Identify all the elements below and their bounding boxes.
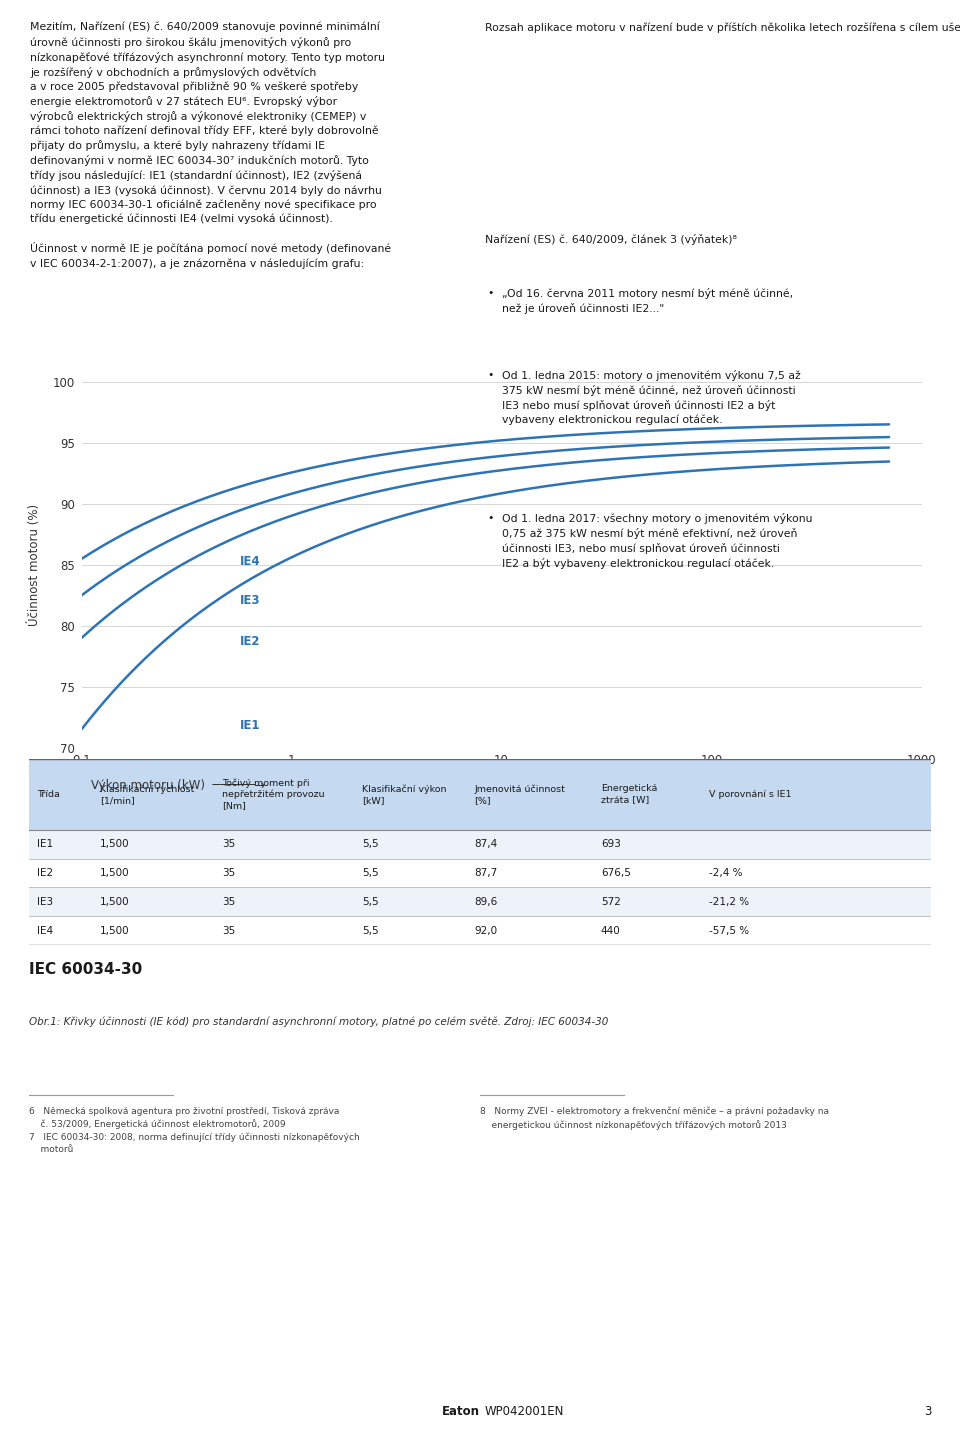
Text: 3: 3 — [924, 1405, 931, 1418]
Text: IE1: IE1 — [36, 839, 53, 849]
Text: IEC 60034-30: IEC 60034-30 — [29, 962, 142, 977]
Text: Obr.1: Křivky účinnosti (IE kód) pro standardní asynchronní motory, platné po ce: Obr.1: Křivky účinnosti (IE kód) pro sta… — [29, 1017, 609, 1027]
Text: Točivý moment při
nepřetržitém provozu
[Nm]: Točivý moment při nepřetržitém provozu [… — [222, 778, 324, 811]
Text: •: • — [488, 513, 494, 523]
Text: Od 1. ledna 2017: všechny motory o jmenovitém výkonu
0,75 až 375 kW nesmí být mé: Od 1. ledna 2017: všechny motory o jmeno… — [502, 513, 812, 570]
Text: 35: 35 — [222, 925, 235, 935]
Bar — [29, 759, 931, 829]
Text: -2,4 %: -2,4 % — [709, 868, 743, 878]
Text: IE2: IE2 — [36, 868, 53, 878]
Text: Energetická
ztráta [W]: Energetická ztráta [W] — [601, 785, 658, 805]
Text: 572: 572 — [601, 896, 621, 906]
Text: 5,5: 5,5 — [362, 839, 378, 849]
Text: 5,5: 5,5 — [362, 868, 378, 878]
Text: IE4: IE4 — [240, 554, 261, 567]
Text: 92,0: 92,0 — [474, 925, 497, 935]
Text: „Od 16. června 2011 motory nesmí být méně účinné,
než je úroveň účinnosti IE2...: „Od 16. června 2011 motory nesmí být mén… — [502, 288, 793, 315]
Text: IE1: IE1 — [240, 719, 261, 732]
Text: 693: 693 — [601, 839, 621, 849]
Text: IE3: IE3 — [240, 594, 261, 607]
Text: -21,2 %: -21,2 % — [709, 896, 750, 906]
Text: 8   Normy ZVEI - elektromotory a frekvenční měniče – a právní požadavky na
    e: 8 Normy ZVEI - elektromotory a frekvenčn… — [480, 1107, 829, 1130]
Text: Výkon motoru (kW)  ──────→: Výkon motoru (kW) ──────→ — [91, 779, 265, 792]
Text: Jmenovitá účinnost
[%]: Jmenovitá účinnost [%] — [474, 785, 565, 805]
Bar — [29, 859, 931, 888]
Text: 35: 35 — [222, 839, 235, 849]
Text: Mezitím, Nařízení (ES) č. 640/2009 stanovuje povinné minimální
úrovně účinnosti : Mezitím, Nařízení (ES) č. 640/2009 stano… — [30, 21, 391, 269]
Text: IE3: IE3 — [36, 896, 53, 906]
Text: 5,5: 5,5 — [362, 925, 378, 935]
Text: WP042001EN: WP042001EN — [485, 1405, 564, 1418]
Text: 35: 35 — [222, 868, 235, 878]
Text: 1,500: 1,500 — [100, 839, 130, 849]
Text: 5,5: 5,5 — [362, 896, 378, 906]
Text: Rozsah aplikace motoru v nařízení bude v příštích několika letech rozšířena s cí: Rozsah aplikace motoru v nařízení bude v… — [485, 21, 960, 33]
Text: 6   Německá spolková agentura pro životní prostředí, Tisková zpráva
    č. 53/20: 6 Německá spolková agentura pro životní … — [29, 1107, 360, 1154]
Text: Eaton: Eaton — [442, 1405, 480, 1418]
Text: 1,500: 1,500 — [100, 868, 130, 878]
Text: 35: 35 — [222, 896, 235, 906]
Text: IE2: IE2 — [240, 636, 261, 649]
Bar — [29, 888, 931, 916]
Text: 1,500: 1,500 — [100, 925, 130, 935]
Text: •: • — [488, 369, 494, 379]
Bar — [29, 829, 931, 859]
Text: Třída: Třída — [36, 790, 60, 799]
Text: 87,4: 87,4 — [474, 839, 498, 849]
Bar — [29, 916, 931, 945]
Text: 1,500: 1,500 — [100, 896, 130, 906]
Y-axis label: Účinnost motoru (%): Účinnost motoru (%) — [28, 504, 41, 626]
Text: V porovnání s IE1: V porovnání s IE1 — [709, 790, 792, 799]
Text: 676,5: 676,5 — [601, 868, 631, 878]
Text: 440: 440 — [601, 925, 621, 935]
Text: -57,5 %: -57,5 % — [709, 925, 750, 935]
Text: 89,6: 89,6 — [474, 896, 498, 906]
Text: 87,7: 87,7 — [474, 868, 498, 878]
Text: IE4: IE4 — [36, 925, 53, 935]
Text: •: • — [488, 288, 494, 298]
Text: Nařízení (ES) č. 640/2009, článek 3 (výňatek)⁸: Nařízení (ES) č. 640/2009, článek 3 (výň… — [485, 233, 736, 245]
Text: Klasifikační výkon
[kW]: Klasifikační výkon [kW] — [362, 785, 446, 805]
Text: Klasifikační rychlost
[1/min]: Klasifikační rychlost [1/min] — [100, 785, 195, 805]
Text: Od 1. ledna 2015: motory o jmenovitém výkonu 7,5 až
375 kW nesmí být méně účinné: Od 1. ledna 2015: motory o jmenovitém vý… — [502, 369, 801, 425]
